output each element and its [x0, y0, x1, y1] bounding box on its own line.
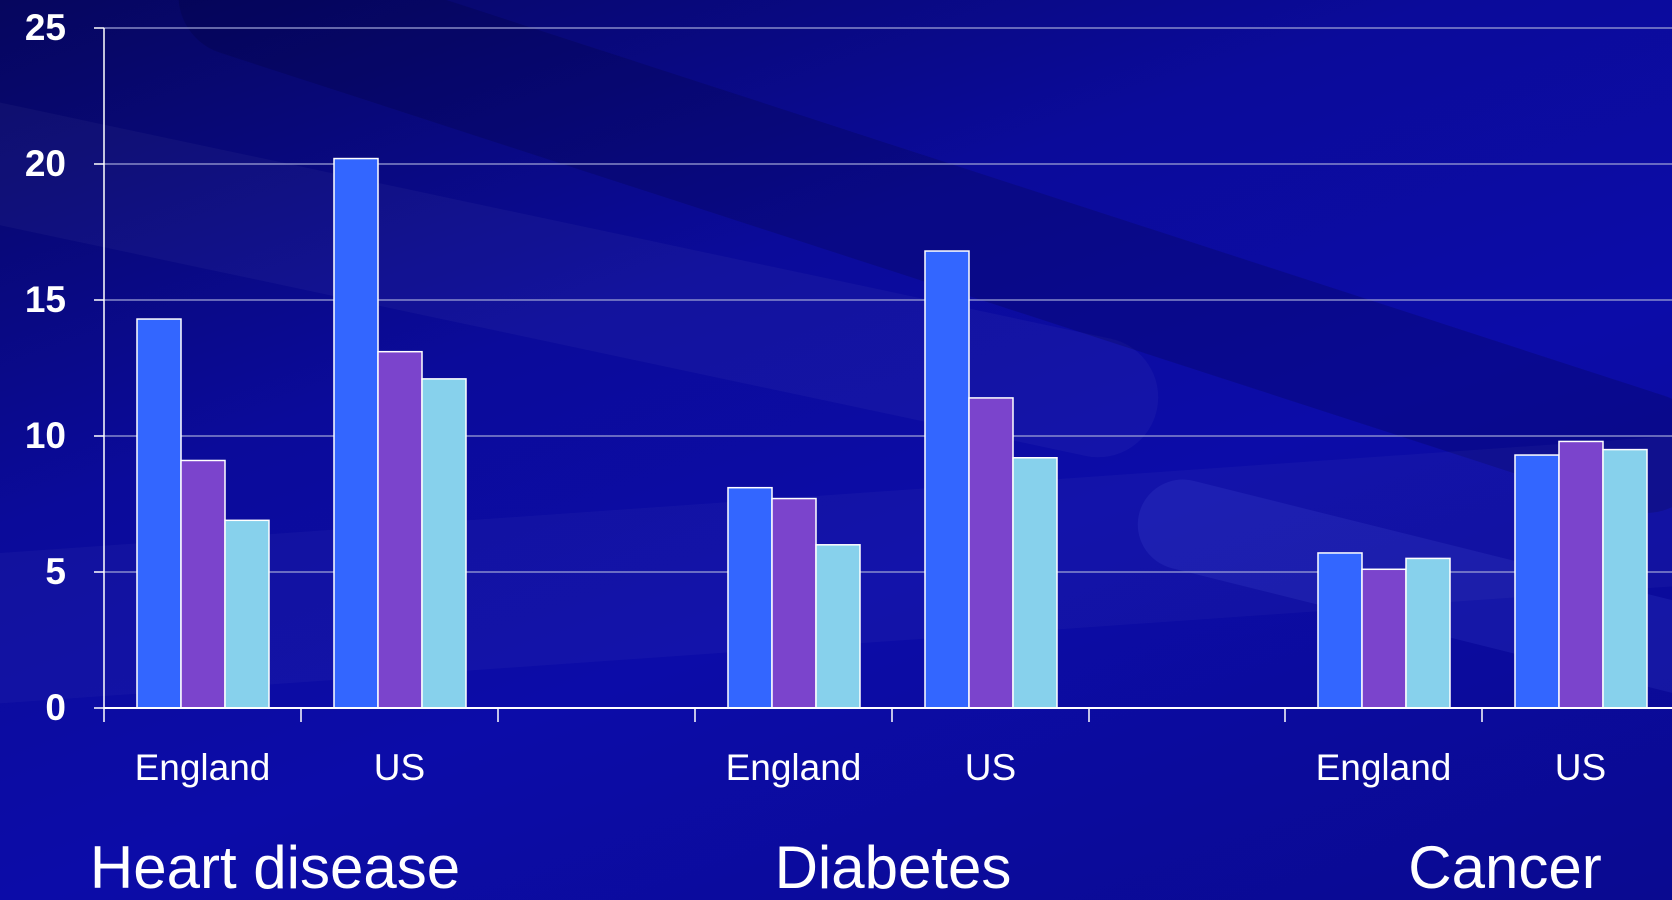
group-label-diabetes: Diabetes: [774, 834, 1012, 900]
bar: [136, 318, 182, 709]
bar: [771, 497, 817, 709]
bar: [1012, 457, 1058, 709]
group-label-heart-disease: Heart disease: [89, 834, 461, 900]
bar: [180, 459, 226, 709]
group-label-cancer: Cancer: [1408, 834, 1602, 900]
x-category-label: England: [726, 747, 862, 788]
y-tick-label: 5: [45, 551, 66, 592]
y-tick-label: 0: [45, 687, 66, 728]
bar: [727, 486, 773, 709]
y-tick-label: 20: [25, 143, 66, 184]
y-tick-label: 15: [25, 279, 66, 320]
x-category-label: US: [374, 747, 425, 788]
bar: [1514, 454, 1560, 709]
bar: [1602, 448, 1648, 709]
y-tick-label: 10: [25, 415, 66, 456]
bar: [421, 378, 467, 709]
bar: [224, 519, 270, 709]
bar: [1558, 440, 1604, 709]
y-tick-label: 25: [25, 7, 66, 48]
x-category-label: US: [965, 747, 1016, 788]
bar: [333, 157, 379, 709]
x-category-label: England: [1316, 747, 1452, 788]
bar: [377, 350, 423, 709]
bar: [924, 250, 970, 709]
bar: [1317, 552, 1363, 709]
bar: [1405, 557, 1451, 709]
bar: [815, 544, 861, 709]
bar: [968, 397, 1014, 709]
x-category-label: England: [135, 747, 271, 788]
x-category-label: US: [1555, 747, 1606, 788]
bar: [1361, 568, 1407, 709]
